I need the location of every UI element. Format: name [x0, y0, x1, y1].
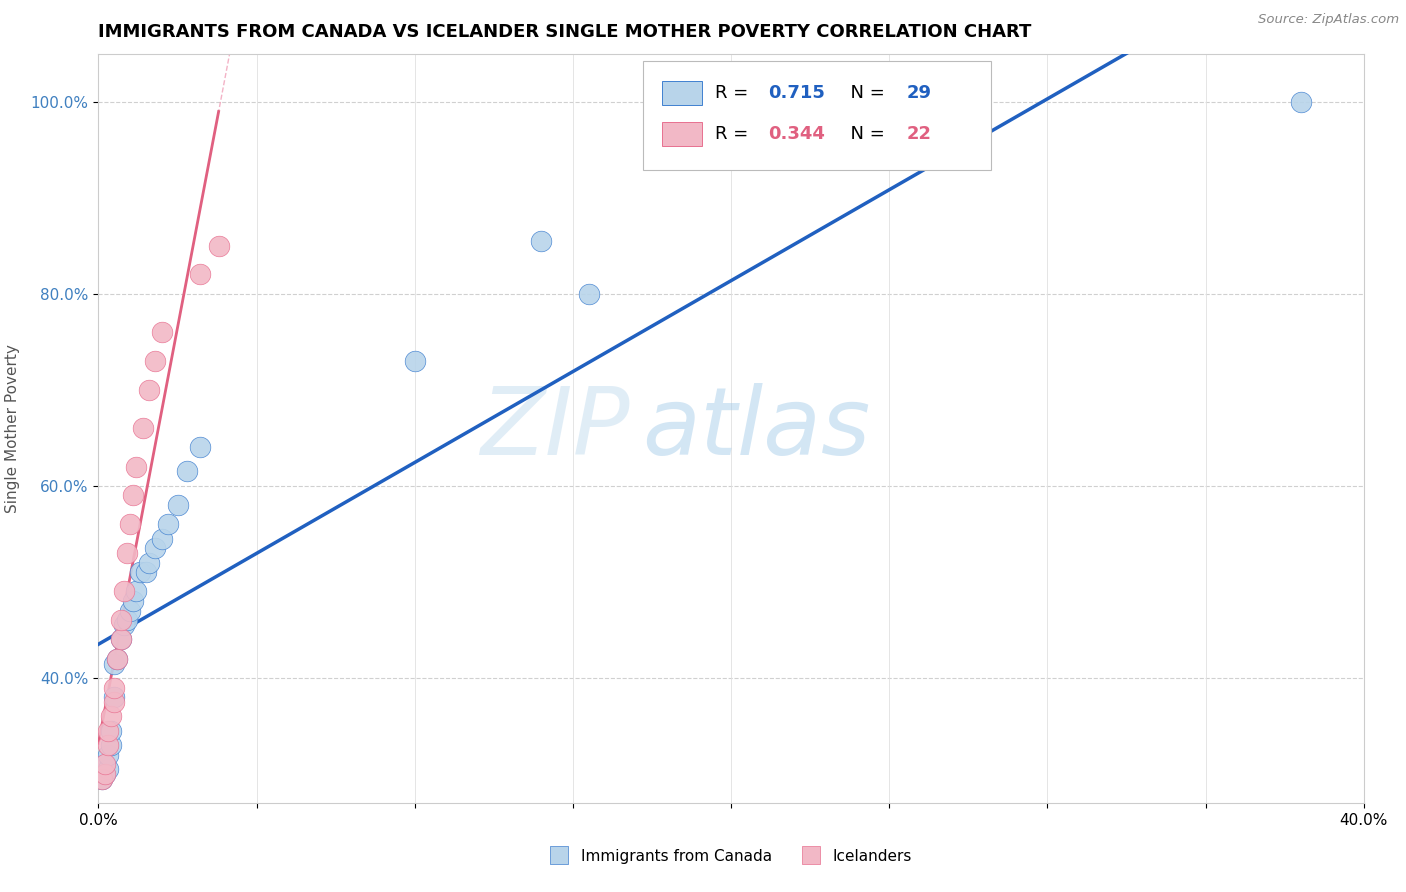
Y-axis label: Single Mother Poverty: Single Mother Poverty — [4, 343, 20, 513]
Text: ZIP: ZIP — [481, 383, 630, 474]
Text: atlas: atlas — [643, 383, 870, 474]
Point — [578, 286, 600, 301]
FancyBboxPatch shape — [661, 81, 702, 105]
Point — [112, 584, 135, 599]
Text: 0.344: 0.344 — [768, 125, 825, 143]
Point — [103, 695, 125, 709]
Point — [188, 441, 211, 455]
Text: R =: R = — [714, 125, 754, 143]
Point — [120, 604, 141, 618]
FancyBboxPatch shape — [661, 121, 702, 145]
Point — [1289, 95, 1312, 109]
Point — [97, 738, 120, 752]
Point — [122, 594, 145, 608]
Point — [110, 632, 132, 647]
Point — [145, 354, 166, 368]
Point — [138, 383, 160, 397]
Point — [150, 325, 173, 339]
Point — [120, 517, 141, 532]
Point — [125, 459, 148, 474]
Text: 22: 22 — [907, 125, 932, 143]
Point — [110, 613, 132, 627]
Point — [150, 532, 173, 546]
Text: IMMIGRANTS FROM CANADA VS ICELANDER SINGLE MOTHER POVERTY CORRELATION CHART: IMMIGRANTS FROM CANADA VS ICELANDER SING… — [98, 23, 1032, 41]
Point — [97, 747, 120, 762]
Point — [110, 632, 132, 647]
Text: N =: N = — [838, 84, 890, 103]
Point — [103, 690, 125, 705]
Point — [404, 354, 426, 368]
Point — [125, 584, 148, 599]
Point — [103, 681, 125, 695]
Text: N =: N = — [838, 125, 890, 143]
Point — [107, 651, 129, 665]
Point — [90, 772, 112, 786]
Point — [176, 464, 198, 478]
Text: R =: R = — [714, 84, 754, 103]
Point — [93, 757, 117, 772]
Legend: Immigrants from Canada, Icelanders: Immigrants from Canada, Icelanders — [544, 842, 918, 870]
Point — [107, 651, 129, 665]
Text: 0.715: 0.715 — [768, 84, 825, 103]
Point — [135, 566, 157, 580]
Point — [97, 762, 120, 776]
Point — [115, 546, 138, 560]
Text: 29: 29 — [907, 84, 932, 103]
Point — [188, 268, 211, 282]
Point — [132, 421, 155, 435]
Point — [93, 757, 117, 772]
Point — [93, 767, 117, 781]
FancyBboxPatch shape — [643, 61, 990, 169]
Point — [145, 541, 166, 556]
Point — [103, 657, 125, 671]
Point — [530, 234, 553, 248]
Point — [100, 723, 122, 738]
Point — [157, 517, 180, 532]
Point — [128, 566, 150, 580]
Point — [112, 618, 135, 632]
Point — [100, 738, 122, 752]
Point — [90, 772, 112, 786]
Point — [97, 723, 120, 738]
Point — [115, 613, 138, 627]
Point — [100, 709, 122, 723]
Point — [166, 498, 188, 512]
Point — [138, 556, 160, 570]
Text: Source: ZipAtlas.com: Source: ZipAtlas.com — [1258, 13, 1399, 27]
Point — [122, 488, 145, 502]
Point — [93, 767, 117, 781]
Point — [208, 238, 231, 252]
